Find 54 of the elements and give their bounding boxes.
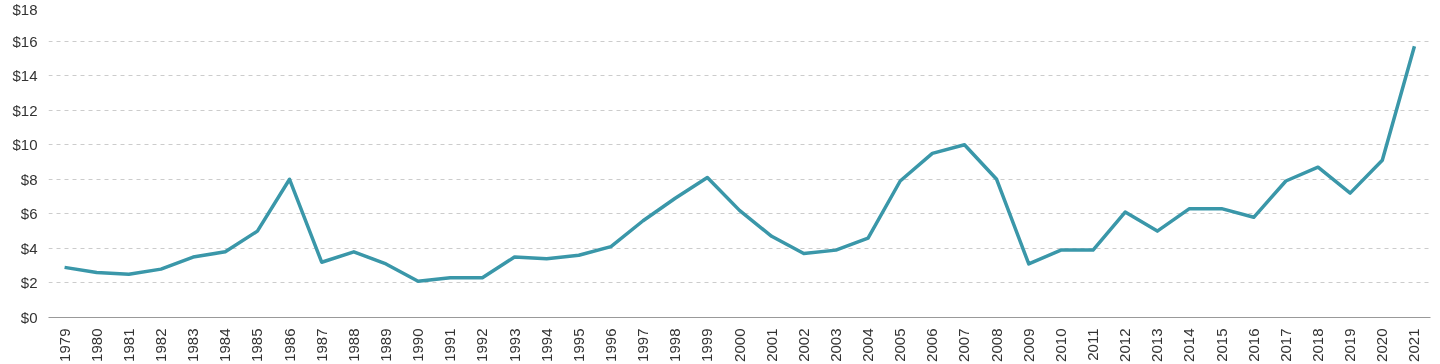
x-tick-label: 2005 bbox=[891, 328, 909, 362]
x-tick-label: 1982 bbox=[151, 328, 169, 362]
x-tick-label: 1987 bbox=[312, 328, 330, 362]
x-tick-label: 2006 bbox=[923, 328, 941, 362]
x-tick-label: 1992 bbox=[473, 328, 491, 362]
x-tick-label: 2016 bbox=[1244, 328, 1262, 362]
x-tick-label: 2015 bbox=[1212, 328, 1230, 362]
x-tick-label: 2001 bbox=[762, 328, 780, 362]
x-tick-label: 2014 bbox=[1180, 328, 1198, 362]
y-tick-label: $14 bbox=[12, 67, 38, 85]
x-tick-label: 2007 bbox=[955, 328, 973, 362]
x-tick-label: 1980 bbox=[87, 328, 105, 362]
x-tick-label: 1997 bbox=[634, 328, 652, 362]
x-tick-label: 2018 bbox=[1309, 328, 1327, 362]
y-tick-label: $8 bbox=[20, 170, 38, 188]
x-tick-label: 1984 bbox=[216, 328, 234, 362]
x-tick-label: 2009 bbox=[1019, 328, 1037, 362]
y-tick-label: $2 bbox=[20, 274, 38, 292]
y-tick-label: $16 bbox=[12, 32, 38, 50]
y-tick-label: $10 bbox=[12, 136, 38, 154]
x-tick-label: 1986 bbox=[280, 328, 298, 362]
x-tick-label: 1990 bbox=[409, 328, 427, 362]
x-tick-label: 1994 bbox=[537, 328, 555, 362]
x-tick-label: 1995 bbox=[569, 328, 587, 362]
line-series bbox=[62, 44, 1417, 283]
y-tick-label: $6 bbox=[20, 205, 38, 223]
x-tick-label: 2004 bbox=[859, 328, 877, 362]
x-tick-label: 2020 bbox=[1373, 328, 1391, 362]
x-tick-label: 1998 bbox=[666, 328, 684, 362]
x-tick-label: 1983 bbox=[184, 328, 202, 362]
x-tick-label: 2002 bbox=[794, 328, 812, 362]
x-tick-label: 2017 bbox=[1276, 328, 1294, 362]
x-tick-label: 1985 bbox=[248, 328, 266, 362]
x-tick-label: 2003 bbox=[826, 328, 844, 362]
y-tick-label: $0 bbox=[20, 309, 38, 326]
x-tick-label: 1988 bbox=[344, 328, 362, 362]
x-tick-label: 2019 bbox=[1341, 328, 1359, 362]
x-tick-label: 1979 bbox=[55, 328, 73, 362]
x-tick-label: 1999 bbox=[698, 328, 716, 362]
x-tick-label: 1981 bbox=[119, 328, 137, 362]
y-tick-label: $12 bbox=[12, 101, 38, 119]
x-tick-label: 1993 bbox=[505, 328, 523, 362]
x-tick-label: 2000 bbox=[730, 328, 748, 362]
y-tick-label: $4 bbox=[20, 239, 38, 257]
x-tick-label: 1996 bbox=[601, 328, 619, 362]
x-tick-label: 2008 bbox=[987, 328, 1005, 362]
x-tick-label: 1991 bbox=[441, 328, 459, 362]
y-tick-label: $18 bbox=[12, 0, 38, 18]
x-tick-label: 2011 bbox=[1084, 328, 1102, 361]
x-tick-label: 1989 bbox=[376, 328, 394, 362]
x-tick-label: 2012 bbox=[1116, 328, 1134, 362]
x-tick-label: 2021 bbox=[1405, 328, 1423, 362]
x-tick-label: 2013 bbox=[1148, 328, 1166, 362]
x-tick-label: 2010 bbox=[1051, 328, 1069, 362]
